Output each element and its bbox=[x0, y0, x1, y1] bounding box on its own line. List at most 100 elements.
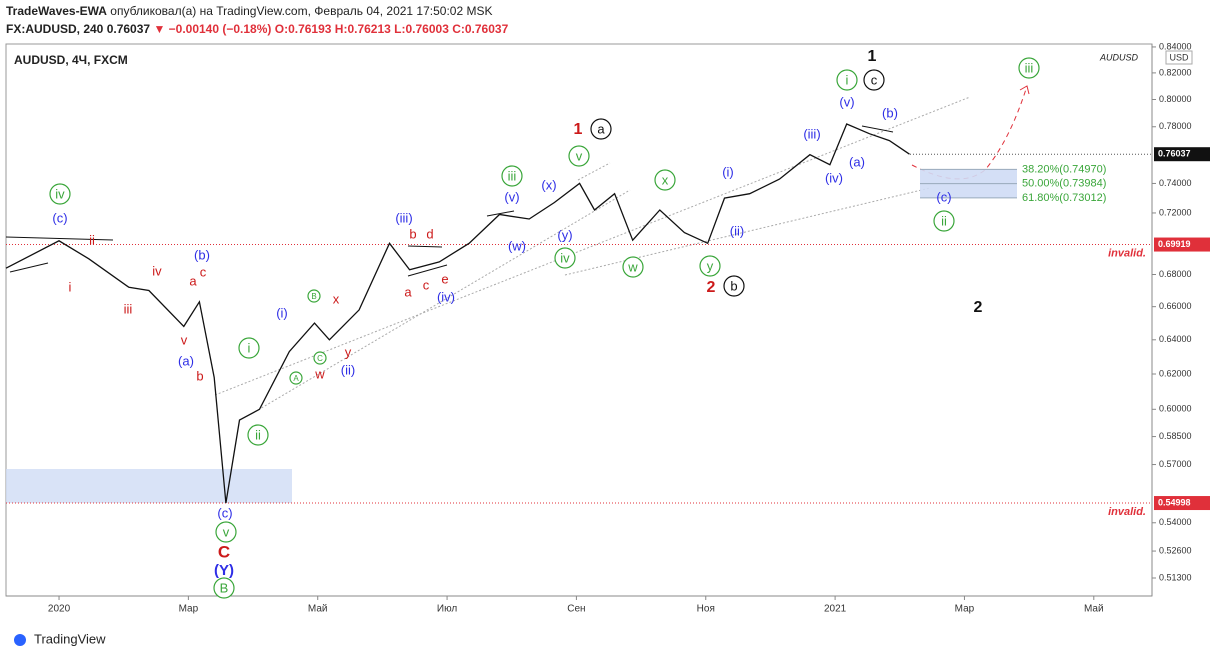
fib-label: 38.20%(0.74970) bbox=[1022, 163, 1106, 175]
wave-label: b bbox=[730, 278, 737, 293]
header-line-1: TradeWaves-EWA опубликовал(а) на Trading… bbox=[6, 4, 492, 18]
fib-label: 50.00%(0.73984) bbox=[1022, 178, 1106, 190]
y-tick-label: 0.72000 bbox=[1159, 207, 1192, 217]
level-tag-label: 0.54998 bbox=[1158, 497, 1191, 507]
wave-circle bbox=[836, 69, 858, 91]
symbol-label: AUDUSD bbox=[1099, 52, 1139, 62]
y-tick-label: 0.60000 bbox=[1159, 404, 1192, 414]
footer-brand: TradingView bbox=[34, 631, 106, 646]
fib-label: 61.80%(0.73012) bbox=[1022, 192, 1106, 204]
wave-circle bbox=[622, 256, 644, 278]
wave-label: b bbox=[409, 226, 416, 241]
last: 0.76037 bbox=[106, 22, 151, 36]
wave-label: a bbox=[404, 284, 412, 299]
wave-label: (c) bbox=[217, 505, 232, 520]
wave-label: 1 bbox=[574, 121, 583, 138]
wave-label: (i) bbox=[722, 164, 734, 179]
wave-label: (a) bbox=[178, 353, 194, 368]
y-tick-label: 0.57000 bbox=[1159, 459, 1192, 469]
support-zone bbox=[6, 469, 292, 503]
wave-label: (iv) bbox=[825, 170, 843, 185]
wave-label: a bbox=[189, 273, 197, 288]
wave-label: iii bbox=[124, 301, 133, 316]
wave-circle bbox=[247, 424, 269, 446]
wave-label: iv bbox=[55, 186, 65, 201]
wave-circle bbox=[307, 289, 321, 303]
wave-circle bbox=[590, 118, 612, 140]
wave-label: (Y) bbox=[214, 562, 234, 579]
wave-circle bbox=[49, 183, 71, 205]
x-tick-label: Май bbox=[1084, 604, 1104, 615]
wave-circle bbox=[654, 169, 676, 191]
level-note: invalid. bbox=[1108, 247, 1146, 259]
symbol: FX:AUDUSD, 240 bbox=[6, 22, 104, 36]
level-tag bbox=[1154, 496, 1210, 511]
wave-circle bbox=[1018, 57, 1040, 79]
author: TradeWaves-EWA bbox=[6, 4, 107, 18]
wave-label: c bbox=[200, 264, 207, 279]
wave-circle bbox=[554, 247, 576, 269]
currency-box bbox=[1165, 50, 1193, 65]
price-line bbox=[5, 123, 910, 504]
wave-label: c bbox=[423, 277, 430, 292]
x-tick-label: Мар bbox=[179, 604, 199, 615]
wave-label: w bbox=[314, 366, 325, 381]
wave-label: (w) bbox=[508, 238, 526, 253]
level-note: invalid. bbox=[1108, 506, 1146, 518]
trend-line bbox=[407, 264, 448, 277]
wave-label: c bbox=[871, 72, 878, 87]
wave-label: ii bbox=[255, 427, 261, 442]
y-tick-label: 0.62000 bbox=[1159, 368, 1192, 378]
x-tick-label: Май bbox=[308, 604, 328, 615]
wave-circle bbox=[289, 371, 303, 385]
x-tick-label: Сен bbox=[567, 604, 585, 615]
y-tick-label: 0.78000 bbox=[1159, 121, 1192, 131]
level-tag-label: 0.69919 bbox=[1158, 239, 1191, 249]
wave-label: a bbox=[597, 121, 605, 136]
wave-label: iv bbox=[560, 250, 570, 265]
wave-label: (ii) bbox=[341, 362, 355, 377]
level-tag bbox=[1154, 237, 1210, 252]
wave-circle bbox=[238, 337, 260, 359]
header-line-2: FX:AUDUSD, 240 0.76037 ▼ −0.00140 (−0.18… bbox=[6, 22, 508, 36]
wave-label: B bbox=[311, 292, 316, 301]
trend-line bbox=[5, 236, 114, 241]
channel-line bbox=[564, 187, 931, 276]
wave-label: d bbox=[426, 226, 433, 241]
wave-circle bbox=[215, 521, 237, 543]
wave-label: x bbox=[333, 291, 340, 306]
y-tick-label: 0.68000 bbox=[1159, 269, 1192, 279]
wave-circle bbox=[863, 69, 885, 91]
wave-circle bbox=[568, 145, 590, 167]
wave-label: x bbox=[662, 172, 669, 187]
wave-label: iv bbox=[152, 263, 162, 278]
x-tick-label: Мар bbox=[955, 604, 975, 615]
channel-line bbox=[257, 189, 631, 411]
wave-label: iii bbox=[1025, 60, 1034, 75]
wave-label: (c) bbox=[936, 189, 951, 204]
wave-label: (v) bbox=[504, 189, 519, 204]
x-tick-label: 2020 bbox=[48, 604, 71, 615]
trend-line bbox=[407, 245, 443, 248]
wave-label: (i) bbox=[276, 305, 288, 320]
trend-line bbox=[9, 262, 49, 273]
wave-label: w bbox=[627, 259, 638, 274]
wave-label: e bbox=[441, 271, 448, 286]
wave-label: (b) bbox=[882, 105, 898, 120]
ohlc: O:0.76193 H:0.76213 L:0.76003 C:0.76037 bbox=[274, 22, 509, 36]
wave-label: (b) bbox=[194, 247, 210, 262]
y-tick-label: 0.54000 bbox=[1159, 517, 1192, 527]
projection bbox=[911, 85, 1028, 180]
y-tick-label: 0.82000 bbox=[1159, 67, 1192, 77]
y-tick-label: 0.58500 bbox=[1159, 431, 1192, 441]
wave-label: i bbox=[248, 340, 251, 355]
published: опубликовал(а) на TradingView.com, Февра… bbox=[110, 4, 493, 18]
y-tick-label: 0.52600 bbox=[1159, 545, 1192, 555]
wave-label: (c) bbox=[52, 210, 67, 225]
wave-label: 2 bbox=[974, 299, 983, 316]
wave-label: 2 bbox=[707, 279, 716, 296]
wave-label: v bbox=[576, 148, 583, 163]
wave-label: ii bbox=[89, 232, 95, 247]
